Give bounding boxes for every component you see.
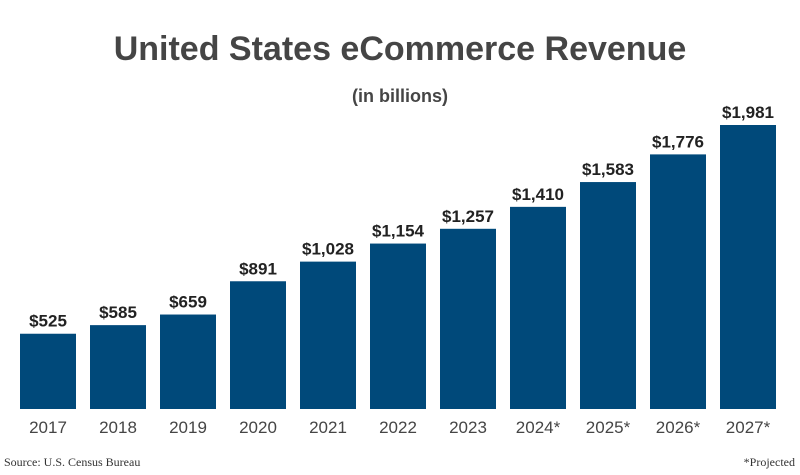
x-tick-label: 2022 bbox=[379, 418, 417, 437]
x-tick-label: 2027* bbox=[726, 418, 771, 437]
chart-title: United States eCommerce Revenue bbox=[113, 30, 687, 68]
bar-2026 bbox=[650, 154, 706, 409]
data-label: $891 bbox=[239, 259, 277, 278]
x-tick-label: 2019 bbox=[169, 418, 207, 437]
bar-2024 bbox=[510, 206, 566, 409]
x-tick-label: 2025* bbox=[586, 418, 631, 437]
data-label: $1,583 bbox=[582, 160, 634, 179]
bar-2020 bbox=[230, 281, 286, 409]
x-tick-label: 2018 bbox=[99, 418, 137, 437]
data-label: $1,981 bbox=[722, 103, 774, 122]
data-label: $585 bbox=[99, 303, 137, 322]
x-tick-label: 2024* bbox=[516, 418, 561, 437]
chart-subtitle: (in billions) bbox=[352, 86, 448, 106]
x-tick-label: 2021 bbox=[309, 418, 347, 437]
bar-2018 bbox=[90, 325, 146, 409]
data-label: $1,410 bbox=[512, 185, 564, 204]
bar-2022 bbox=[370, 243, 426, 409]
data-label: $1,028 bbox=[302, 240, 354, 259]
data-label: $1,776 bbox=[652, 132, 704, 151]
data-label: $659 bbox=[169, 293, 207, 312]
x-tick-label: 2017 bbox=[29, 418, 67, 437]
bar-2017 bbox=[20, 333, 76, 409]
x-tick-label: 2026* bbox=[656, 418, 701, 437]
data-label: $1,257 bbox=[442, 207, 494, 226]
data-label: $1,154 bbox=[372, 222, 425, 241]
data-label: $525 bbox=[29, 312, 67, 331]
x-tick-label: 2023 bbox=[449, 418, 487, 437]
source-note: Source: U.S. Census Bureau bbox=[4, 455, 141, 469]
projected-note: *Projected bbox=[743, 455, 795, 469]
bar-2019 bbox=[160, 314, 216, 409]
x-tick-label: 2020 bbox=[239, 418, 277, 437]
bar-2021 bbox=[300, 261, 356, 409]
bar-2025 bbox=[580, 182, 636, 409]
bar-2027 bbox=[720, 125, 776, 409]
bar-2023 bbox=[440, 228, 496, 409]
